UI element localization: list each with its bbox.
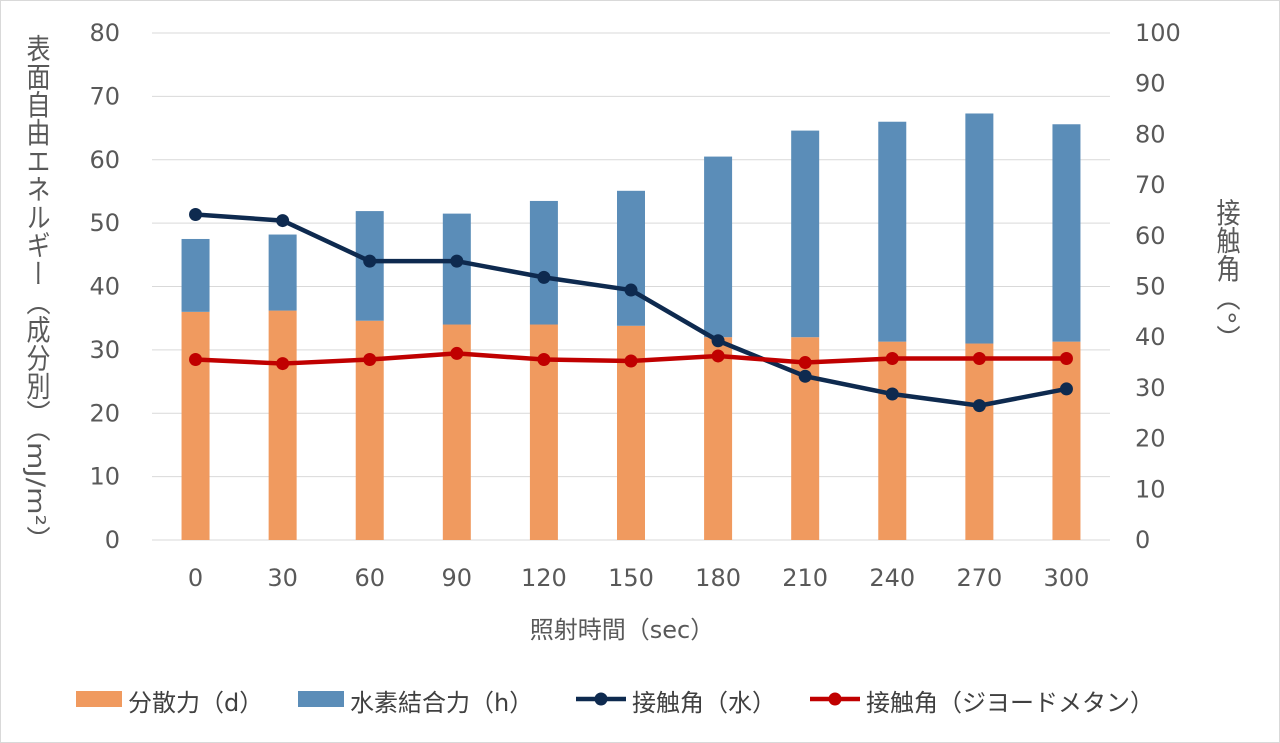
bar-dispersion bbox=[1052, 341, 1081, 540]
bar-hydrogen-bond bbox=[704, 156, 733, 338]
legend-swatch-dispersion bbox=[76, 691, 122, 707]
line-point bbox=[885, 387, 899, 401]
right-tick-label: 90 bbox=[1135, 70, 1166, 98]
line-point bbox=[189, 208, 203, 222]
right-tick-label: 10 bbox=[1135, 475, 1166, 503]
line-point bbox=[1059, 382, 1073, 396]
left-tick-label: 80 bbox=[89, 19, 120, 47]
line-point bbox=[537, 353, 551, 367]
x-tick-label: 150 bbox=[608, 564, 654, 592]
legend: 分散力（d） 水素結合力（h） 接触角（水） 接触角（ジヨードメタン） bbox=[76, 689, 1154, 717]
left-tick-label: 60 bbox=[89, 146, 120, 174]
line-point bbox=[972, 351, 986, 365]
bar-hydrogen-bond bbox=[791, 130, 820, 338]
left-tick-label: 40 bbox=[89, 273, 120, 301]
line-point bbox=[711, 334, 725, 348]
legend-marker-water bbox=[594, 692, 608, 706]
left-axis-ticks: 0 10 20 30 40 50 60 70 80 bbox=[89, 19, 120, 554]
bar-dispersion bbox=[965, 343, 994, 540]
line-point bbox=[276, 214, 290, 228]
right-tick-label: 20 bbox=[1135, 425, 1166, 453]
bar-hydrogen-bond bbox=[442, 213, 471, 325]
bar-hydrogen-bond bbox=[181, 238, 210, 312]
x-tick-label: 30 bbox=[267, 564, 298, 592]
line-point bbox=[624, 354, 638, 368]
legend-label-hydrogen-bond: 水素結合力（h） bbox=[350, 689, 533, 717]
bar-dispersion bbox=[181, 311, 210, 540]
x-axis-title: 照射時間（sec） bbox=[530, 616, 714, 644]
bar-dispersion bbox=[704, 337, 733, 540]
right-tick-label: 30 bbox=[1135, 374, 1166, 402]
right-tick-label: 60 bbox=[1135, 222, 1166, 250]
x-tick-label: 210 bbox=[782, 564, 828, 592]
line-point bbox=[624, 283, 638, 297]
x-tick-label: 0 bbox=[188, 564, 203, 592]
line-point bbox=[1059, 351, 1073, 365]
bar-hydrogen-bond bbox=[878, 121, 907, 342]
line-point bbox=[972, 399, 986, 413]
right-tick-label: 0 bbox=[1135, 526, 1150, 554]
left-tick-label: 0 bbox=[105, 526, 120, 554]
right-tick-label: 50 bbox=[1135, 273, 1166, 301]
x-tick-label: 240 bbox=[869, 564, 915, 592]
right-axis-ticks: 0 10 20 30 40 50 60 70 80 90 100 bbox=[1135, 19, 1181, 554]
left-tick-label: 70 bbox=[89, 82, 120, 110]
left-tick-label: 30 bbox=[89, 336, 120, 364]
line-point bbox=[450, 346, 464, 360]
right-tick-label: 70 bbox=[1135, 171, 1166, 199]
bar-hydrogen-bond bbox=[617, 190, 645, 326]
bar-hydrogen-bond bbox=[1052, 124, 1081, 342]
right-axis-title: 接触角（°） bbox=[1212, 198, 1240, 353]
left-tick-label: 20 bbox=[89, 399, 120, 427]
right-tick-label: 80 bbox=[1135, 120, 1166, 148]
line-point bbox=[276, 357, 290, 371]
bar-dispersion bbox=[878, 341, 907, 540]
line-point bbox=[189, 353, 203, 367]
bar-dispersion bbox=[268, 310, 297, 540]
left-tick-label: 50 bbox=[89, 209, 120, 237]
bars bbox=[181, 113, 1081, 540]
legend-marker-diiodomethane bbox=[828, 692, 842, 706]
left-axis-title: 表面自由エネルギー（成分別）（mJ/m²） bbox=[22, 34, 50, 554]
bar-dispersion bbox=[442, 324, 471, 540]
line-point bbox=[885, 351, 899, 365]
x-tick-label: 60 bbox=[354, 564, 385, 592]
x-tick-label: 120 bbox=[521, 564, 567, 592]
line-point bbox=[450, 254, 464, 268]
line-point bbox=[798, 369, 812, 383]
x-tick-label: 270 bbox=[956, 564, 1002, 592]
line-point bbox=[537, 270, 551, 284]
right-tick-label: 100 bbox=[1135, 19, 1181, 47]
x-tick-label: 300 bbox=[1044, 564, 1090, 592]
x-tick-label: 90 bbox=[442, 564, 473, 592]
lines bbox=[189, 208, 1073, 413]
left-tick-label: 10 bbox=[89, 463, 120, 491]
line-point bbox=[363, 254, 377, 268]
right-tick-label: 40 bbox=[1135, 323, 1166, 351]
legend-swatch-hydrogen-bond bbox=[298, 691, 344, 707]
legend-label-water: 接触角（水） bbox=[632, 689, 776, 717]
bar-hydrogen-bond bbox=[965, 113, 994, 344]
line-point bbox=[798, 356, 812, 370]
line-point bbox=[363, 353, 377, 367]
legend-label-diiodomethane: 接触角（ジヨードメタン） bbox=[866, 689, 1154, 717]
bar-hydrogen-bond bbox=[268, 234, 297, 311]
line-point bbox=[711, 349, 725, 363]
bar-hydrogen-bond bbox=[529, 200, 558, 325]
x-tick-label: 180 bbox=[695, 564, 741, 592]
x-axis-ticks: 0 30 60 90 120 150 180 210 240 270 300 bbox=[188, 564, 1089, 592]
legend-label-dispersion: 分散力（d） bbox=[128, 689, 263, 717]
